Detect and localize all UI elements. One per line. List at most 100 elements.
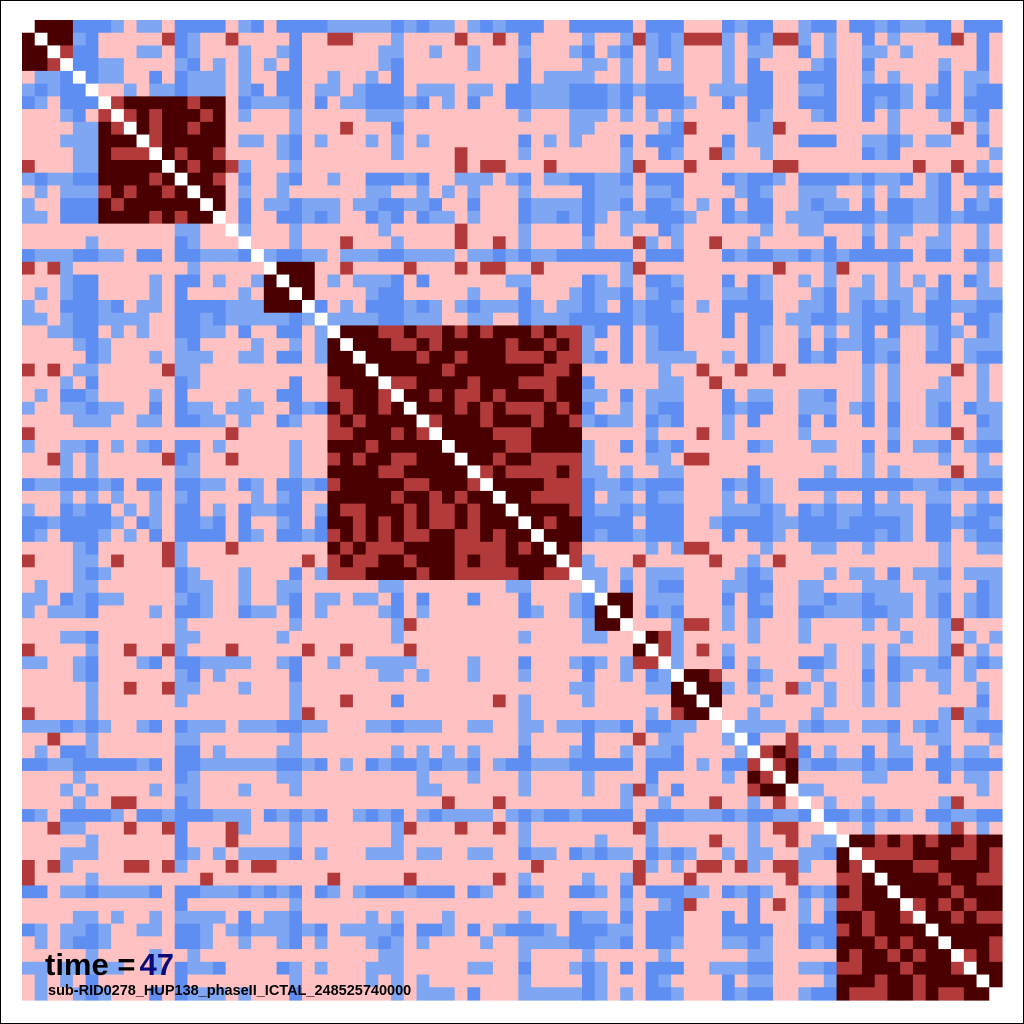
heatmap-cell (22, 236, 36, 250)
heatmap-cell (734, 809, 749, 823)
heatmap-cell (480, 427, 494, 441)
heatmap-cell (862, 287, 876, 301)
heatmap-cell (98, 452, 112, 467)
heatmap-cell (569, 720, 583, 734)
heatmap-cell (34, 401, 49, 416)
heatmap-cell (594, 643, 609, 657)
heatmap-cell (912, 338, 927, 352)
heatmap-cell (823, 541, 838, 556)
heatmap-cell (785, 185, 799, 199)
heatmap-cell (696, 427, 710, 441)
heatmap-cell (951, 669, 965, 683)
heatmap-cell (442, 172, 456, 187)
heatmap-cell (925, 70, 939, 85)
heatmap-cell (276, 567, 290, 581)
heatmap-cell (289, 745, 303, 759)
heatmap-cell (709, 20, 723, 34)
heatmap-cell (391, 567, 405, 581)
heatmap-cell (963, 172, 978, 187)
heatmap-cell (632, 147, 647, 161)
heatmap-cell (912, 261, 927, 276)
heatmap-cell (111, 210, 125, 225)
heatmap-cell (162, 363, 176, 377)
heatmap-cell (378, 490, 392, 505)
heatmap-cell (811, 783, 825, 797)
heatmap-cell (403, 185, 418, 199)
heatmap-cell (569, 503, 583, 517)
heatmap-cell (98, 720, 112, 734)
heatmap-cell (951, 300, 965, 314)
heatmap-cell (734, 732, 749, 747)
heatmap-cell (302, 134, 316, 148)
heatmap-cell (531, 630, 545, 645)
heatmap-cell (734, 45, 749, 59)
heatmap-cell (747, 58, 761, 72)
heatmap-cell (709, 338, 723, 352)
heatmap-cell (696, 58, 710, 72)
heatmap-cell (912, 681, 927, 696)
heatmap-cell (925, 58, 939, 72)
heatmap-cell (862, 618, 876, 632)
heatmap-cell (136, 109, 150, 123)
heatmap-cell (225, 821, 239, 836)
heatmap-cell (772, 172, 787, 187)
heatmap-cell (238, 440, 252, 454)
heatmap-cell (505, 83, 519, 97)
heatmap-cell (900, 185, 914, 199)
heatmap-cell (620, 134, 634, 148)
heatmap-cell (543, 605, 558, 619)
heatmap-cell (505, 809, 519, 823)
heatmap-cell (505, 694, 519, 708)
heatmap-cell (123, 414, 138, 428)
heatmap-cell (263, 694, 278, 708)
heatmap-cell (823, 503, 838, 517)
heatmap-cell (696, 478, 710, 492)
heatmap-cell (862, 809, 876, 823)
heatmap-cell (22, 567, 36, 581)
heatmap-cell (136, 732, 150, 747)
heatmap-cell (518, 376, 532, 390)
heatmap-cell (289, 338, 303, 352)
heatmap-cell (900, 796, 914, 810)
heatmap-cell (174, 414, 189, 428)
heatmap-cell (162, 249, 176, 263)
heatmap-cell (263, 681, 278, 696)
heatmap-cell (276, 287, 290, 301)
heatmap-cell (352, 20, 367, 34)
heatmap-cell (442, 478, 456, 492)
heatmap-cell (263, 261, 278, 276)
heatmap-cell (925, 529, 939, 543)
heatmap-cell (289, 249, 303, 263)
heatmap-cell (314, 96, 329, 110)
heatmap-cell (760, 363, 774, 377)
heatmap-cell (671, 185, 685, 199)
heatmap-cell (862, 363, 876, 377)
heatmap-cell (709, 809, 723, 823)
heatmap-cell (798, 172, 812, 187)
heatmap-cell (836, 681, 850, 696)
heatmap-cell (34, 681, 49, 696)
heatmap-cell (518, 261, 532, 276)
heatmap-cell (620, 452, 634, 467)
heatmap-cell (251, 223, 265, 237)
heatmap-cell (149, 96, 163, 110)
heatmap-cell (785, 490, 799, 505)
heatmap-cell (378, 541, 392, 556)
heatmap-cell (963, 109, 978, 123)
heatmap-cell (938, 83, 952, 97)
heatmap-cell (22, 605, 36, 619)
heatmap-cell (976, 376, 990, 390)
heatmap-cell (531, 490, 545, 505)
heatmap-cell (492, 427, 507, 441)
heatmap-cell (696, 694, 710, 708)
heatmap-cell (212, 223, 227, 237)
heatmap-cell (302, 338, 316, 352)
heatmap-cell (862, 121, 876, 136)
heatmap-cell (912, 605, 927, 619)
heatmap-cell (543, 109, 558, 123)
heatmap-cell (302, 287, 316, 301)
heatmap-cell (403, 325, 418, 339)
heatmap-cell (632, 796, 647, 810)
heatmap-cell (531, 45, 545, 59)
heatmap-cell (378, 694, 392, 708)
